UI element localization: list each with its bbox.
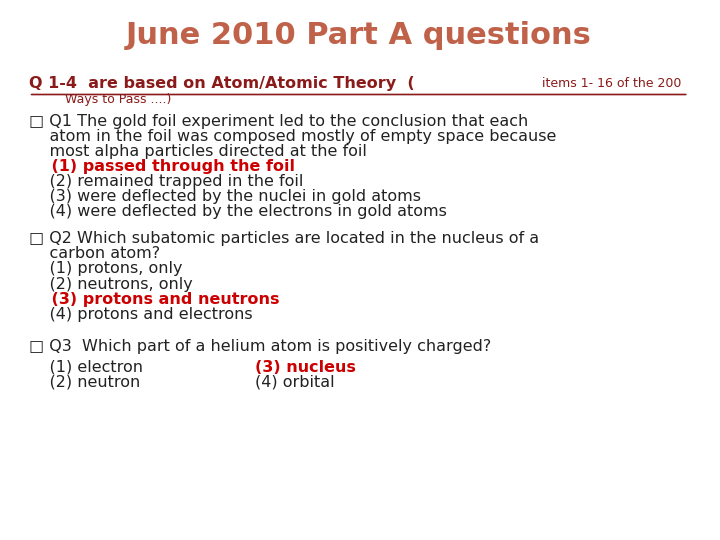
Text: Q 1-4  are based on Atom/Atomic Theory  (: Q 1-4 are based on Atom/Atomic Theory ( — [29, 76, 414, 91]
Text: Ways to Pass ....): Ways to Pass ....) — [65, 93, 171, 106]
Text: atom in the foil was composed mostly of empty space because: atom in the foil was composed mostly of … — [29, 129, 556, 144]
Text: (1) electron: (1) electron — [29, 360, 143, 375]
Text: most alpha particles directed at the foil: most alpha particles directed at the foi… — [29, 144, 366, 159]
Text: □ Q2 Which subatomic particles are located in the nucleus of a: □ Q2 Which subatomic particles are locat… — [29, 231, 539, 246]
Text: □ Q3  Which part of a helium atom is positively charged?: □ Q3 Which part of a helium atom is posi… — [29, 339, 491, 354]
Text: carbon atom?: carbon atom? — [29, 246, 160, 261]
Text: items 1- 16 of the 200: items 1- 16 of the 200 — [541, 77, 681, 90]
Text: (3) nucleus: (3) nucleus — [255, 360, 356, 375]
Text: (2) neutron: (2) neutron — [29, 375, 140, 390]
Text: (3) protons and neutrons: (3) protons and neutrons — [29, 292, 279, 307]
Text: □ Q1 The gold foil experiment led to the conclusion that each: □ Q1 The gold foil experiment led to the… — [29, 114, 528, 129]
Text: (4) protons and electrons: (4) protons and electrons — [29, 307, 252, 322]
Text: (2) neutrons, only: (2) neutrons, only — [29, 276, 192, 292]
Text: June 2010 Part A questions: June 2010 Part A questions — [126, 21, 592, 50]
Text: (1) protons, only: (1) protons, only — [29, 261, 182, 276]
Text: (2) remained trapped in the foil: (2) remained trapped in the foil — [29, 174, 303, 189]
Text: (3) were deflected by the nuclei in gold atoms: (3) were deflected by the nuclei in gold… — [29, 189, 420, 204]
Text: (4) were deflected by the electrons in gold atoms: (4) were deflected by the electrons in g… — [29, 204, 446, 219]
Text: (4) orbital: (4) orbital — [255, 375, 334, 390]
Text: (1) passed through the foil: (1) passed through the foil — [29, 159, 294, 174]
